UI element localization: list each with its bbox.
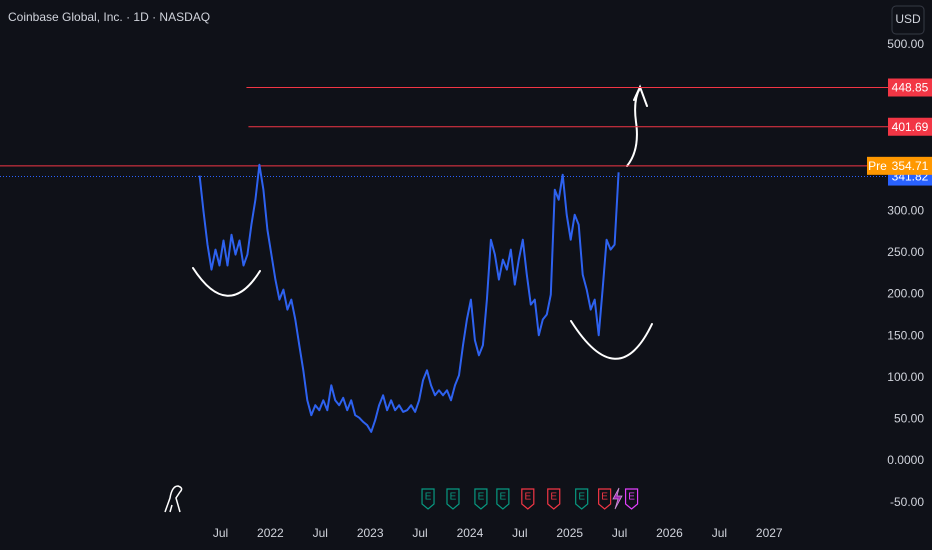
y-tick-label: 250.00 <box>887 245 924 259</box>
earnings-marker <box>598 488 612 510</box>
x-tick-label: 2023 <box>357 526 384 540</box>
earnings-marker <box>624 488 639 510</box>
x-tick-label: 2024 <box>457 526 484 540</box>
drawn-curve <box>570 320 653 360</box>
y-tick-label: 500.00 <box>887 37 924 51</box>
earnings-label: E <box>524 492 531 503</box>
x-tick-label: Jul <box>313 526 328 540</box>
x-tick-label: Jul <box>213 526 228 540</box>
x-tick-label: 2022 <box>257 526 284 540</box>
earnings-label: E <box>601 492 608 503</box>
y-tick-label: 0.0000 <box>887 453 924 467</box>
y-tick-label: 100.00 <box>887 370 924 384</box>
earnings-label: E <box>450 492 457 503</box>
pre-price-label: 354.71 <box>892 159 929 173</box>
price-box-label: 401.69 <box>892 120 929 134</box>
currency-button[interactable] <box>891 5 925 35</box>
x-tick-label: Jul <box>412 526 427 540</box>
x-tick-label: 2025 <box>556 526 583 540</box>
earnings-label: E <box>578 492 585 503</box>
x-tick-label: Jul <box>712 526 727 540</box>
x-tick-label: Jul <box>512 526 527 540</box>
x-tick-label: 2026 <box>656 526 683 540</box>
price-box-label: 448.85 <box>892 81 929 95</box>
drawn-curve <box>192 267 261 297</box>
price-box <box>888 117 932 136</box>
earnings-marker <box>521 488 535 510</box>
price-box <box>888 78 932 97</box>
currency-label[interactable]: USD <box>895 12 921 26</box>
pre-tag-box <box>867 156 888 175</box>
y-tick-label: 150.00 <box>887 328 924 342</box>
earnings-marker <box>496 488 510 510</box>
earnings-label: E <box>478 492 485 503</box>
y-tick-label: -50.00 <box>890 495 924 509</box>
earnings-marker <box>421 488 435 510</box>
earnings-label: E <box>628 492 635 503</box>
earnings-marker <box>575 488 589 510</box>
y-tick-label: 50.00 <box>894 412 924 426</box>
pre-tag-label: Pre <box>868 159 887 173</box>
earnings-marker <box>474 488 488 510</box>
chart-title: Coinbase Global, Inc. · 1D · NASDAQ <box>8 10 210 24</box>
earnings-marker <box>547 488 561 510</box>
x-tick-label: Jul <box>612 526 627 540</box>
earnings-label: E <box>425 492 432 503</box>
y-tick-label: 300.00 <box>887 204 924 218</box>
logo-shape <box>164 485 183 513</box>
y-tick-label: 200.00 <box>887 287 924 301</box>
price-line-series <box>198 163 620 433</box>
drawings <box>192 84 653 360</box>
earnings-label: E <box>550 492 557 503</box>
logo <box>164 485 183 513</box>
dividend-icon <box>612 487 623 510</box>
x-tick-label: 2027 <box>756 526 783 540</box>
earnings-label: E <box>500 492 507 503</box>
pre-price-box <box>888 156 932 175</box>
earnings-marker <box>446 488 460 510</box>
